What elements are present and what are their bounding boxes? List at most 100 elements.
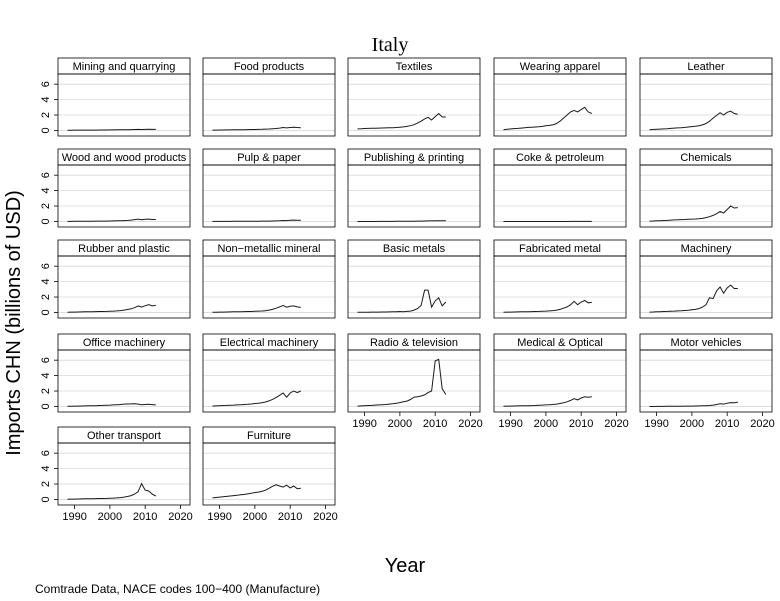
x-tick-label: 2000 (243, 511, 267, 523)
plot-frame (493, 349, 627, 413)
y-tick-label: 6 (40, 81, 52, 87)
series-line (503, 396, 592, 407)
panel-title: Office machinery (83, 337, 166, 349)
series-line (503, 106, 593, 131)
plot-frame (57, 442, 191, 506)
panel-10: Chemicals (639, 148, 773, 228)
panel-title: Food products (234, 61, 305, 73)
x-tick-label: 1990 (207, 511, 231, 523)
panel-title: Electrical machinery (220, 337, 319, 349)
x-tick-label: 1990 (644, 418, 668, 430)
panel-title: Machinery (681, 243, 732, 255)
x-tick-label: 2010 (569, 418, 593, 430)
x-tick-label: 2020 (458, 418, 482, 430)
x-tick-label: 2010 (715, 418, 739, 430)
y-tick-label: 4 (40, 97, 52, 103)
series-line (212, 219, 301, 222)
y-tick-label: 2 (40, 388, 52, 394)
panel-title: Mining and quarrying (73, 61, 176, 73)
panels: Mining and quarrying 0 2 4 6 Food products Tex… (40, 57, 775, 523)
x-tick-label: 2020 (168, 511, 192, 523)
series-line (503, 299, 592, 313)
panel-13: Basic metals (347, 239, 481, 319)
panel-17: Electrical machinery (202, 333, 336, 413)
panel-12: Non−metallic mineral (202, 239, 336, 319)
plot-frame (202, 349, 336, 413)
plot-frame (493, 164, 627, 228)
y-tick-label: 6 (40, 263, 52, 269)
x-tick-label: 2010 (133, 511, 157, 523)
series-line (67, 482, 157, 500)
panel-title: Non−metallic mineral (217, 243, 320, 255)
panel-5: Leather (639, 57, 773, 137)
panel-15: Machinery (639, 239, 773, 319)
y-tick-label: 0 (40, 403, 52, 409)
x-tick-label: 2010 (278, 511, 302, 523)
series-line (357, 112, 446, 130)
plot-frame (202, 255, 336, 319)
panel-title: Medical & Optical (517, 337, 603, 349)
series-line (357, 220, 446, 222)
x-tick-label: 2000 (388, 418, 412, 430)
series-line (67, 403, 156, 407)
panel-title: Leather (687, 61, 725, 73)
x-tick-label: 1990 (352, 418, 376, 430)
x-tick-label: 1990 (62, 511, 86, 523)
panel-title: Chemicals (680, 152, 732, 164)
x-axis-label: Year (385, 555, 426, 577)
panel-title: Coke & petroleum (516, 152, 604, 164)
panel-3: Textiles (347, 57, 481, 137)
y-tick-label: 4 (40, 188, 52, 194)
panel-title: Motor vehicles (671, 337, 742, 349)
series-line (649, 401, 738, 407)
x-tick-label: 2020 (604, 418, 628, 430)
plot-frame (57, 164, 191, 228)
series-line (357, 358, 447, 407)
y-tick-label: 4 (40, 373, 52, 379)
panel-title: Textiles (396, 61, 433, 73)
panel-title: Furniture (247, 430, 291, 442)
plot-frame (347, 349, 481, 413)
y-tick-label: 4 (40, 466, 52, 472)
plot-frame (202, 164, 336, 228)
y-tick-label: 6 (40, 172, 52, 178)
series-line (357, 289, 447, 313)
panel-2: Food products (202, 57, 336, 137)
plot-frame (639, 349, 773, 413)
series-line (649, 205, 738, 222)
panel-20: Motor vehicles 1990 2000 2010 2020 (639, 333, 775, 430)
plot-frame (57, 255, 191, 319)
plot-frame (493, 255, 627, 319)
plot-frame (202, 442, 336, 506)
panel-title: Wearing apparel (520, 61, 601, 73)
x-tick-label: 2020 (313, 511, 337, 523)
panel-title: Wood and wood products (62, 152, 187, 164)
plot-frame (347, 164, 481, 228)
panel-9: Coke & petroleum (493, 148, 627, 228)
y-tick-label: 6 (40, 357, 52, 363)
series-line (212, 390, 302, 407)
x-tick-label: 2010 (423, 418, 447, 430)
series-line (649, 284, 738, 313)
x-tick-label: 2000 (534, 418, 558, 430)
panel-22: Furniture 1990 2000 2010 2020 (202, 426, 338, 523)
y-tick-label: 0 (40, 309, 52, 315)
series-line (212, 126, 301, 131)
y-axis-label: Imports CHN (billions of USD) (3, 190, 25, 456)
panel-1: Mining and quarrying 0 2 4 6 (40, 57, 191, 137)
y-tick-label: 0 (40, 218, 52, 224)
panel-title: Rubber and plastic (78, 243, 170, 255)
panel-18: Radio & television 1990 2000 2010 2020 (347, 333, 483, 430)
plot-frame (347, 255, 481, 319)
panel-title: Basic metals (383, 243, 446, 255)
panel-4: Wearing apparel (493, 57, 627, 137)
plot-frame (57, 73, 191, 137)
panel-19: Medical & Optical 1990 2000 2010 2020 (493, 333, 629, 430)
y-tick-label: 2 (40, 481, 52, 487)
series-line (67, 218, 156, 222)
x-tick-label: 2020 (750, 418, 774, 430)
panel-14: Fabricated metal (493, 239, 627, 319)
x-tick-label: 2000 (98, 511, 122, 523)
panel-title: Other transport (87, 430, 161, 442)
